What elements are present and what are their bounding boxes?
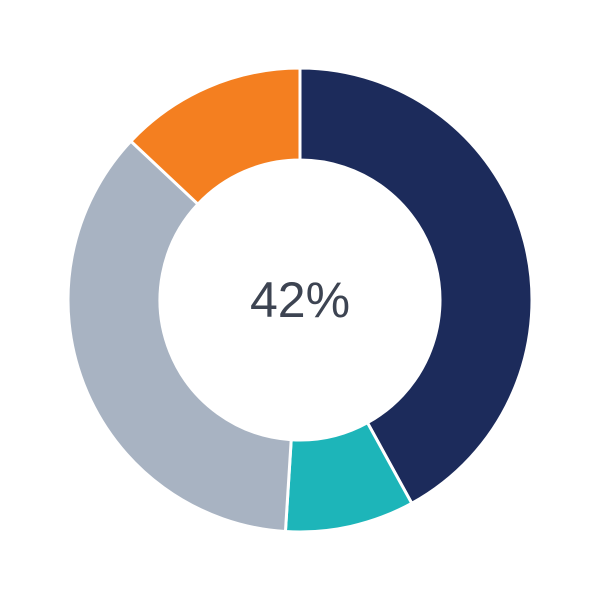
donut-slice-1: [298, 66, 534, 506]
donut-slice-4: [128, 66, 302, 207]
donut-slice-3: [66, 139, 293, 534]
